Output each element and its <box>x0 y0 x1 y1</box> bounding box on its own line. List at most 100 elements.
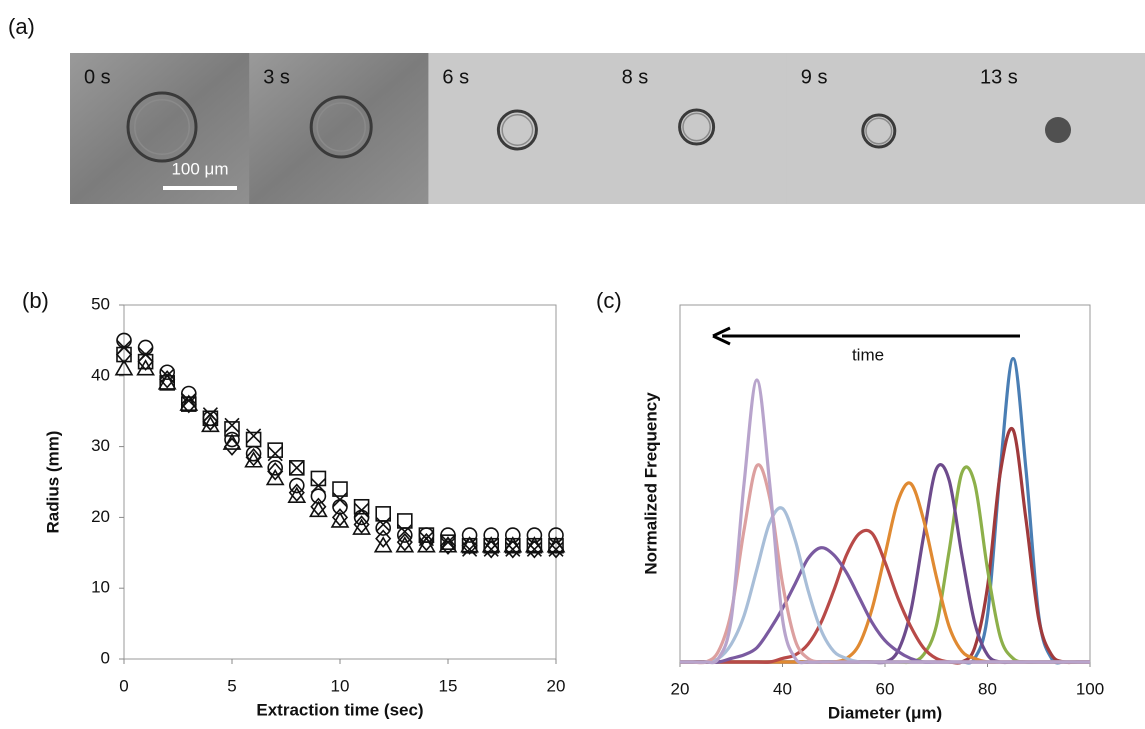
micrograph: 6 s <box>428 53 609 204</box>
marker-circle <box>224 431 240 448</box>
marker-square <box>440 534 456 550</box>
marker-cross <box>159 368 175 384</box>
frame-image <box>70 53 250 204</box>
marker-cross <box>246 428 262 444</box>
marker-diamond <box>547 540 565 559</box>
marker-square <box>353 498 370 515</box>
frame-time: 13 s <box>980 66 1018 88</box>
frame-time: 0 s <box>84 66 111 88</box>
marker-diamond <box>439 536 457 555</box>
scale-bar-label: 100 μm <box>171 159 228 178</box>
x-tick-label: 60 <box>876 679 895 698</box>
marker-diamond <box>245 448 262 467</box>
marker-diamond <box>461 536 478 555</box>
marker-cross <box>332 492 348 508</box>
marker-diamond <box>331 508 349 527</box>
marker-square <box>548 537 564 554</box>
droplet-inner <box>865 117 893 145</box>
droplet <box>496 109 538 151</box>
marker-diamond <box>180 394 197 414</box>
panel-label: (b) <box>22 288 49 313</box>
x-tick-label: 20 <box>547 676 566 695</box>
frame-image <box>607 53 788 204</box>
marker-diamond <box>483 540 500 559</box>
marker-diamond <box>504 540 521 559</box>
marker-diamond <box>267 462 284 481</box>
marker-square <box>202 410 219 427</box>
y-tick-label: 10 <box>91 578 110 597</box>
y-tick-label: 30 <box>91 436 110 455</box>
x-tick-label: 100 <box>1076 679 1104 698</box>
y-axis-label: Normalized Frequency <box>641 392 660 575</box>
marker-cross <box>224 417 240 433</box>
marker-diamond <box>223 437 241 456</box>
panel-label: (c) <box>596 288 622 313</box>
x-axis-label: Diameter (μm) <box>828 703 942 722</box>
x-axis-label: Extraction time (sec) <box>256 700 423 719</box>
droplet <box>1045 117 1071 143</box>
x-tick-label: 40 <box>773 679 792 698</box>
marker-square <box>396 513 413 529</box>
x-tick-label: 0 <box>119 676 128 695</box>
marker-circle <box>526 527 543 543</box>
marker-square <box>288 460 305 476</box>
micrograph: 9 s <box>786 53 967 204</box>
marker-circle <box>504 527 521 543</box>
frame-time: 3 s <box>263 66 290 88</box>
micrograph: 0 s <box>70 53 250 204</box>
series <box>115 345 565 559</box>
marker-cross <box>505 541 521 557</box>
x-tick-label: 5 <box>227 676 236 695</box>
marker-cross <box>418 531 434 547</box>
marker-circle <box>159 364 175 381</box>
droplet-inner <box>316 102 366 152</box>
panel-label: (a) <box>8 14 35 39</box>
marker-square <box>526 537 543 554</box>
marker-square <box>245 431 262 448</box>
marker-diamond <box>375 529 392 548</box>
marker-cross <box>310 477 326 494</box>
marker-triangle <box>114 359 134 376</box>
marker-cross <box>116 339 132 356</box>
curve <box>680 378 1090 665</box>
series <box>116 339 564 557</box>
marker-circle <box>375 520 392 536</box>
marker-cross <box>440 534 456 550</box>
marker-cross <box>397 523 413 540</box>
marker-diamond <box>353 515 370 534</box>
frame-time: 8 s <box>622 66 649 88</box>
marker-cross <box>526 541 542 557</box>
marker-square <box>483 537 500 554</box>
droplet-inner <box>682 112 711 142</box>
marker-circle <box>181 385 197 402</box>
marker-circle <box>288 477 305 494</box>
y-tick-label: 50 <box>91 294 110 313</box>
marker-circle <box>483 527 500 543</box>
marker-cross <box>548 541 564 557</box>
marker-square <box>310 470 327 487</box>
marker-square <box>375 506 392 522</box>
micrograph: 3 s <box>249 53 430 204</box>
y-axis-label: Radius (mm) <box>43 431 62 534</box>
marker-diamond <box>310 497 327 516</box>
micrograph: 13 s <box>966 53 1145 204</box>
series <box>116 346 564 554</box>
marker-cross <box>462 541 478 557</box>
marker-triangle <box>438 536 458 553</box>
frame-time: 9 s <box>801 66 828 88</box>
marker-cross <box>138 346 154 363</box>
marker-square <box>418 527 435 543</box>
marker-square <box>267 442 284 458</box>
marker-triangle <box>179 394 199 411</box>
marker-cross <box>181 393 197 409</box>
frame-time: 6 s <box>442 66 469 88</box>
marker-square <box>224 421 240 437</box>
marker-diamond <box>288 483 305 502</box>
marker-cross <box>483 541 499 557</box>
marker-square <box>504 537 521 554</box>
marker-circle <box>267 460 284 476</box>
marker-diamond <box>526 540 543 559</box>
marker-cross <box>354 502 370 518</box>
droplet <box>678 108 716 146</box>
